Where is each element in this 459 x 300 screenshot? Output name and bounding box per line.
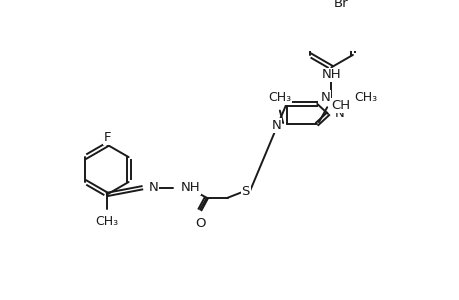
Text: S: S [241,185,249,198]
Text: CH₃: CH₃ [268,91,291,104]
Text: F: F [103,131,111,145]
Text: N: N [334,107,344,120]
Text: NH: NH [180,181,200,194]
Text: NH: NH [321,68,341,81]
Text: O: O [195,217,205,230]
Text: N: N [271,119,281,132]
Text: CH₃: CH₃ [95,215,118,228]
Text: CH₃: CH₃ [353,91,376,104]
Text: N: N [148,181,158,194]
Text: CH: CH [330,99,350,112]
Text: Br: Br [333,0,348,10]
Text: N: N [320,91,330,104]
